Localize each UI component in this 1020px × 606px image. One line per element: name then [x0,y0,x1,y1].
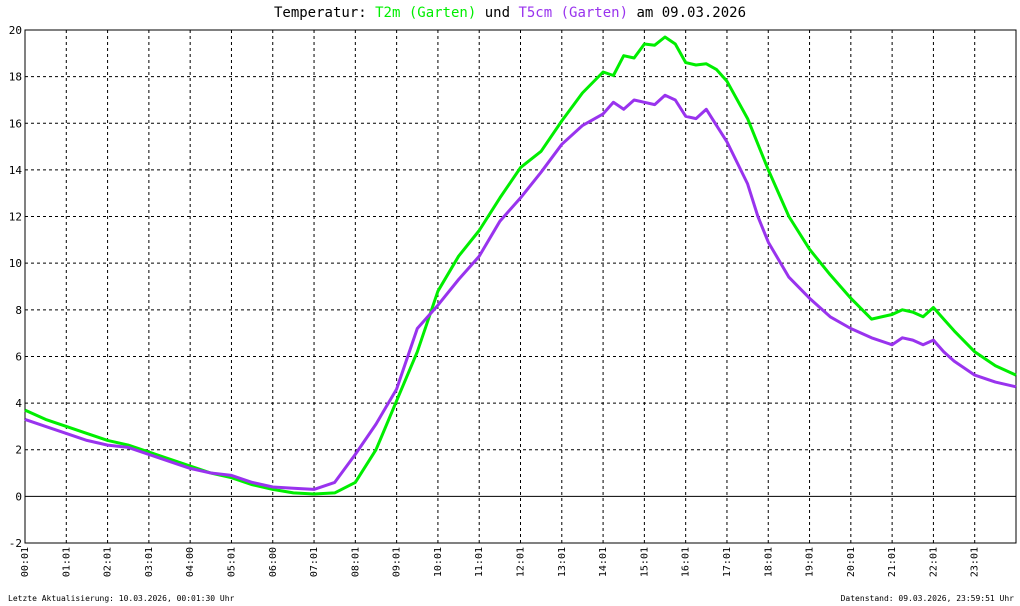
title-prefix: Temperatur: [273,5,376,21]
y-tick-label: -2 [9,537,22,550]
y-tick-label: 8 [15,304,22,317]
y-tick-label: 4 [15,397,22,410]
grid-lines [25,30,1016,543]
x-tick-label: 01:01 [61,547,72,577]
y-tick-label: 14 [9,164,23,177]
x-tick-label: 12:01 [516,547,527,577]
x-tick-label: 20:01 [846,547,857,577]
x-tick-label: 08:01 [350,547,361,577]
x-tick-label: 23:01 [970,547,981,577]
x-tick-label: 07:01 [309,547,320,577]
y-tick-label: 10 [9,257,22,270]
title-suffix: am 09.03.2026 [628,5,747,21]
x-tick-label: 02:01 [103,547,114,577]
x-tick-label: 06:00 [268,547,279,577]
x-tick-label: 15:01 [639,547,650,577]
data-status-text: Datenstand: 09.03.2026, 23:59:51 Uhr [840,594,1014,603]
x-tick-label: 14:01 [598,547,609,577]
series-lines [24,35,1017,496]
chart-title: Temperatur: T2m (Garten) und T5cm (Garte… [0,5,1020,21]
title-middle: und [476,5,519,21]
series-line-t5cm [24,93,1017,491]
x-tick-label: 16:01 [681,547,692,577]
y-tick-label: 18 [9,71,22,84]
plot-frame [24,29,1017,544]
axes [24,29,1017,544]
x-tick-label: 10:01 [433,547,444,577]
x-tick-label: 00:01 [20,547,31,577]
y-tick-label: 20 [9,24,22,37]
y-tick-label: 2 [15,444,22,457]
x-tick-label: 11:01 [474,547,485,577]
x-tick-label: 17:01 [722,547,733,577]
y-tick-label: 0 [15,490,22,503]
title-series-t2m: T2m (Garten) [375,5,477,21]
x-tick-label: 05:01 [226,547,237,577]
title-series-t5cm: T5cm (Garten) [518,5,629,21]
x-tick-label: 13:01 [557,547,568,577]
y-tick-label: 6 [15,350,22,363]
x-tick-label: 21:01 [887,547,898,577]
x-tick-label: 19:01 [805,547,816,577]
y-tick-label: 12 [9,211,22,224]
x-tick-label: 03:01 [144,547,155,577]
x-tick-label: 09:01 [392,547,403,577]
tick-labels: 00:01 01:01 02:01 03:01 04:00 05:01 06:00 07:01… [9,24,981,577]
y-tick-label: 16 [9,117,22,130]
x-tick-label: 22:01 [928,547,939,577]
last-update-text: Letzte Aktualisierung: 10.03.2026, 00:01… [8,594,235,603]
x-tick-label: 04:00 [185,547,196,577]
x-tick-label: 18:01 [763,547,774,577]
